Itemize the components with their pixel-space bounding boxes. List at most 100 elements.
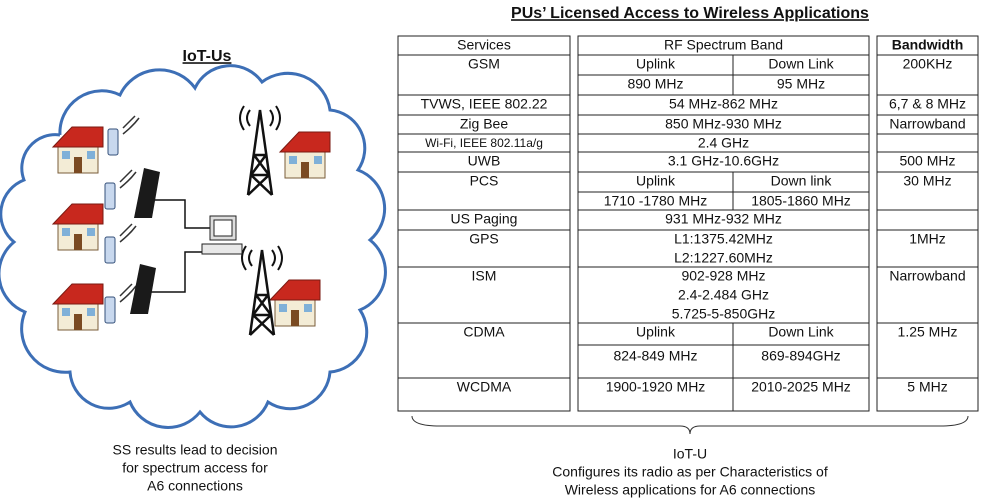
downlink: Down link	[771, 173, 833, 189]
column-header: Bandwidth	[892, 37, 964, 53]
band: 850 MHz-930 MHz	[665, 116, 782, 132]
house	[51, 283, 104, 331]
band: 5.725-5-850GHz	[672, 306, 776, 322]
bandwidth: 200KHz	[903, 56, 953, 72]
bottom-caption: IoT-U	[673, 446, 707, 462]
bandwidth: 5 MHz	[907, 379, 947, 395]
downlink: 1805-1860 MHz	[751, 193, 851, 209]
signal	[122, 115, 140, 135]
house	[278, 131, 331, 179]
service: CDMA	[463, 324, 505, 340]
wire	[150, 251, 212, 293]
table-title: PUs’ Licensed Access to Wireless Applica…	[511, 5, 869, 22]
left-caption: A6 connections	[147, 478, 243, 494]
service: Wi-Fi, IEEE 802.11a/g	[425, 136, 543, 150]
band: 54 MHz-862 MHz	[669, 96, 778, 112]
house-door	[74, 157, 82, 173]
left-caption: for spectrum access for	[122, 460, 268, 476]
signal	[119, 223, 137, 243]
uplink: 1900-1920 MHz	[606, 379, 706, 395]
service: Zig Bee	[460, 116, 508, 132]
house-window	[279, 304, 287, 312]
band: 3.1 GHz-10.6GHz	[668, 153, 779, 169]
band: 2.4 GHz	[698, 135, 749, 151]
service: WCDMA	[457, 379, 512, 395]
tower	[241, 245, 283, 336]
signal	[119, 283, 137, 303]
bandwidth: 30 MHz	[903, 173, 951, 189]
phone	[104, 182, 116, 210]
downlink: 95 MHz	[777, 76, 825, 92]
house-door	[291, 310, 299, 326]
bandwidth: 6,7 & 8 MHz	[889, 96, 966, 112]
bandwidth: 1MHz	[909, 231, 946, 247]
house-door	[74, 314, 82, 330]
house	[51, 126, 104, 174]
brace	[411, 415, 969, 435]
service: ISM	[472, 268, 497, 284]
column-header: Services	[457, 37, 511, 53]
table-column	[397, 35, 571, 412]
uplink: 890 MHz	[627, 76, 683, 92]
uplink: 824-849 MHz	[613, 348, 697, 364]
network-illustration	[0, 64, 387, 429]
table-column	[876, 35, 979, 412]
house-window	[289, 156, 297, 164]
tower	[239, 105, 281, 196]
uplink: Uplink	[636, 173, 676, 189]
service: TVWS, IEEE 802.22	[421, 96, 548, 112]
house-window	[62, 228, 70, 236]
house-roof	[51, 203, 104, 225]
house	[51, 203, 104, 251]
downlink: Down Link	[768, 56, 834, 72]
service: GPS	[469, 231, 499, 247]
phone	[107, 128, 119, 156]
house-window	[62, 151, 70, 159]
wire	[150, 199, 212, 229]
house-window	[62, 308, 70, 316]
service: PCS	[470, 173, 499, 189]
band: 931 MHz-932 MHz	[665, 211, 782, 227]
house-roof	[278, 131, 331, 153]
downlink: 869-894GHz	[761, 348, 840, 364]
service: US Paging	[451, 211, 518, 227]
band: L1:1375.42MHz	[674, 231, 773, 247]
bandwidth: Narrowband	[889, 268, 965, 284]
tower-frame	[248, 249, 276, 336]
uplink: Uplink	[636, 56, 676, 72]
downlink: Down Link	[768, 324, 834, 340]
tower-frame	[246, 109, 274, 196]
band: L2:1227.60MHz	[674, 250, 773, 266]
house-roof	[51, 126, 104, 148]
bandwidth: 500 MHz	[899, 153, 955, 169]
screen	[213, 219, 233, 237]
uplink: Uplink	[636, 324, 676, 340]
service: UWB	[468, 153, 501, 169]
house-roof	[268, 279, 321, 301]
house-roof	[51, 283, 104, 305]
service: GSM	[468, 56, 500, 72]
house-window	[87, 151, 95, 159]
table-column	[577, 35, 870, 412]
bottom-caption: Configures its radio as per Characterist…	[552, 464, 828, 480]
tower-waves	[241, 245, 283, 271]
column-header: RF Spectrum Band	[664, 37, 783, 53]
uplink: 1710 -1780 MHz	[604, 193, 708, 209]
band: 2.4-2.484 GHz	[678, 287, 769, 303]
phone	[104, 296, 116, 324]
left-title: IoT-Us	[183, 48, 232, 65]
house-window	[314, 156, 322, 164]
left-caption: SS results lead to decision	[113, 442, 278, 458]
bottom-caption: Wireless applications for A6 connections	[565, 482, 816, 498]
house	[268, 279, 321, 327]
house-window	[87, 228, 95, 236]
house-door	[301, 162, 309, 178]
signal	[119, 169, 137, 189]
keyboard	[201, 243, 243, 255]
laptop	[130, 264, 156, 314]
cloud	[0, 64, 387, 429]
bandwidth: 1.25 MHz	[898, 324, 958, 340]
downlink: 2010-2025 MHz	[751, 379, 851, 395]
band: 902-928 MHz	[681, 268, 765, 284]
